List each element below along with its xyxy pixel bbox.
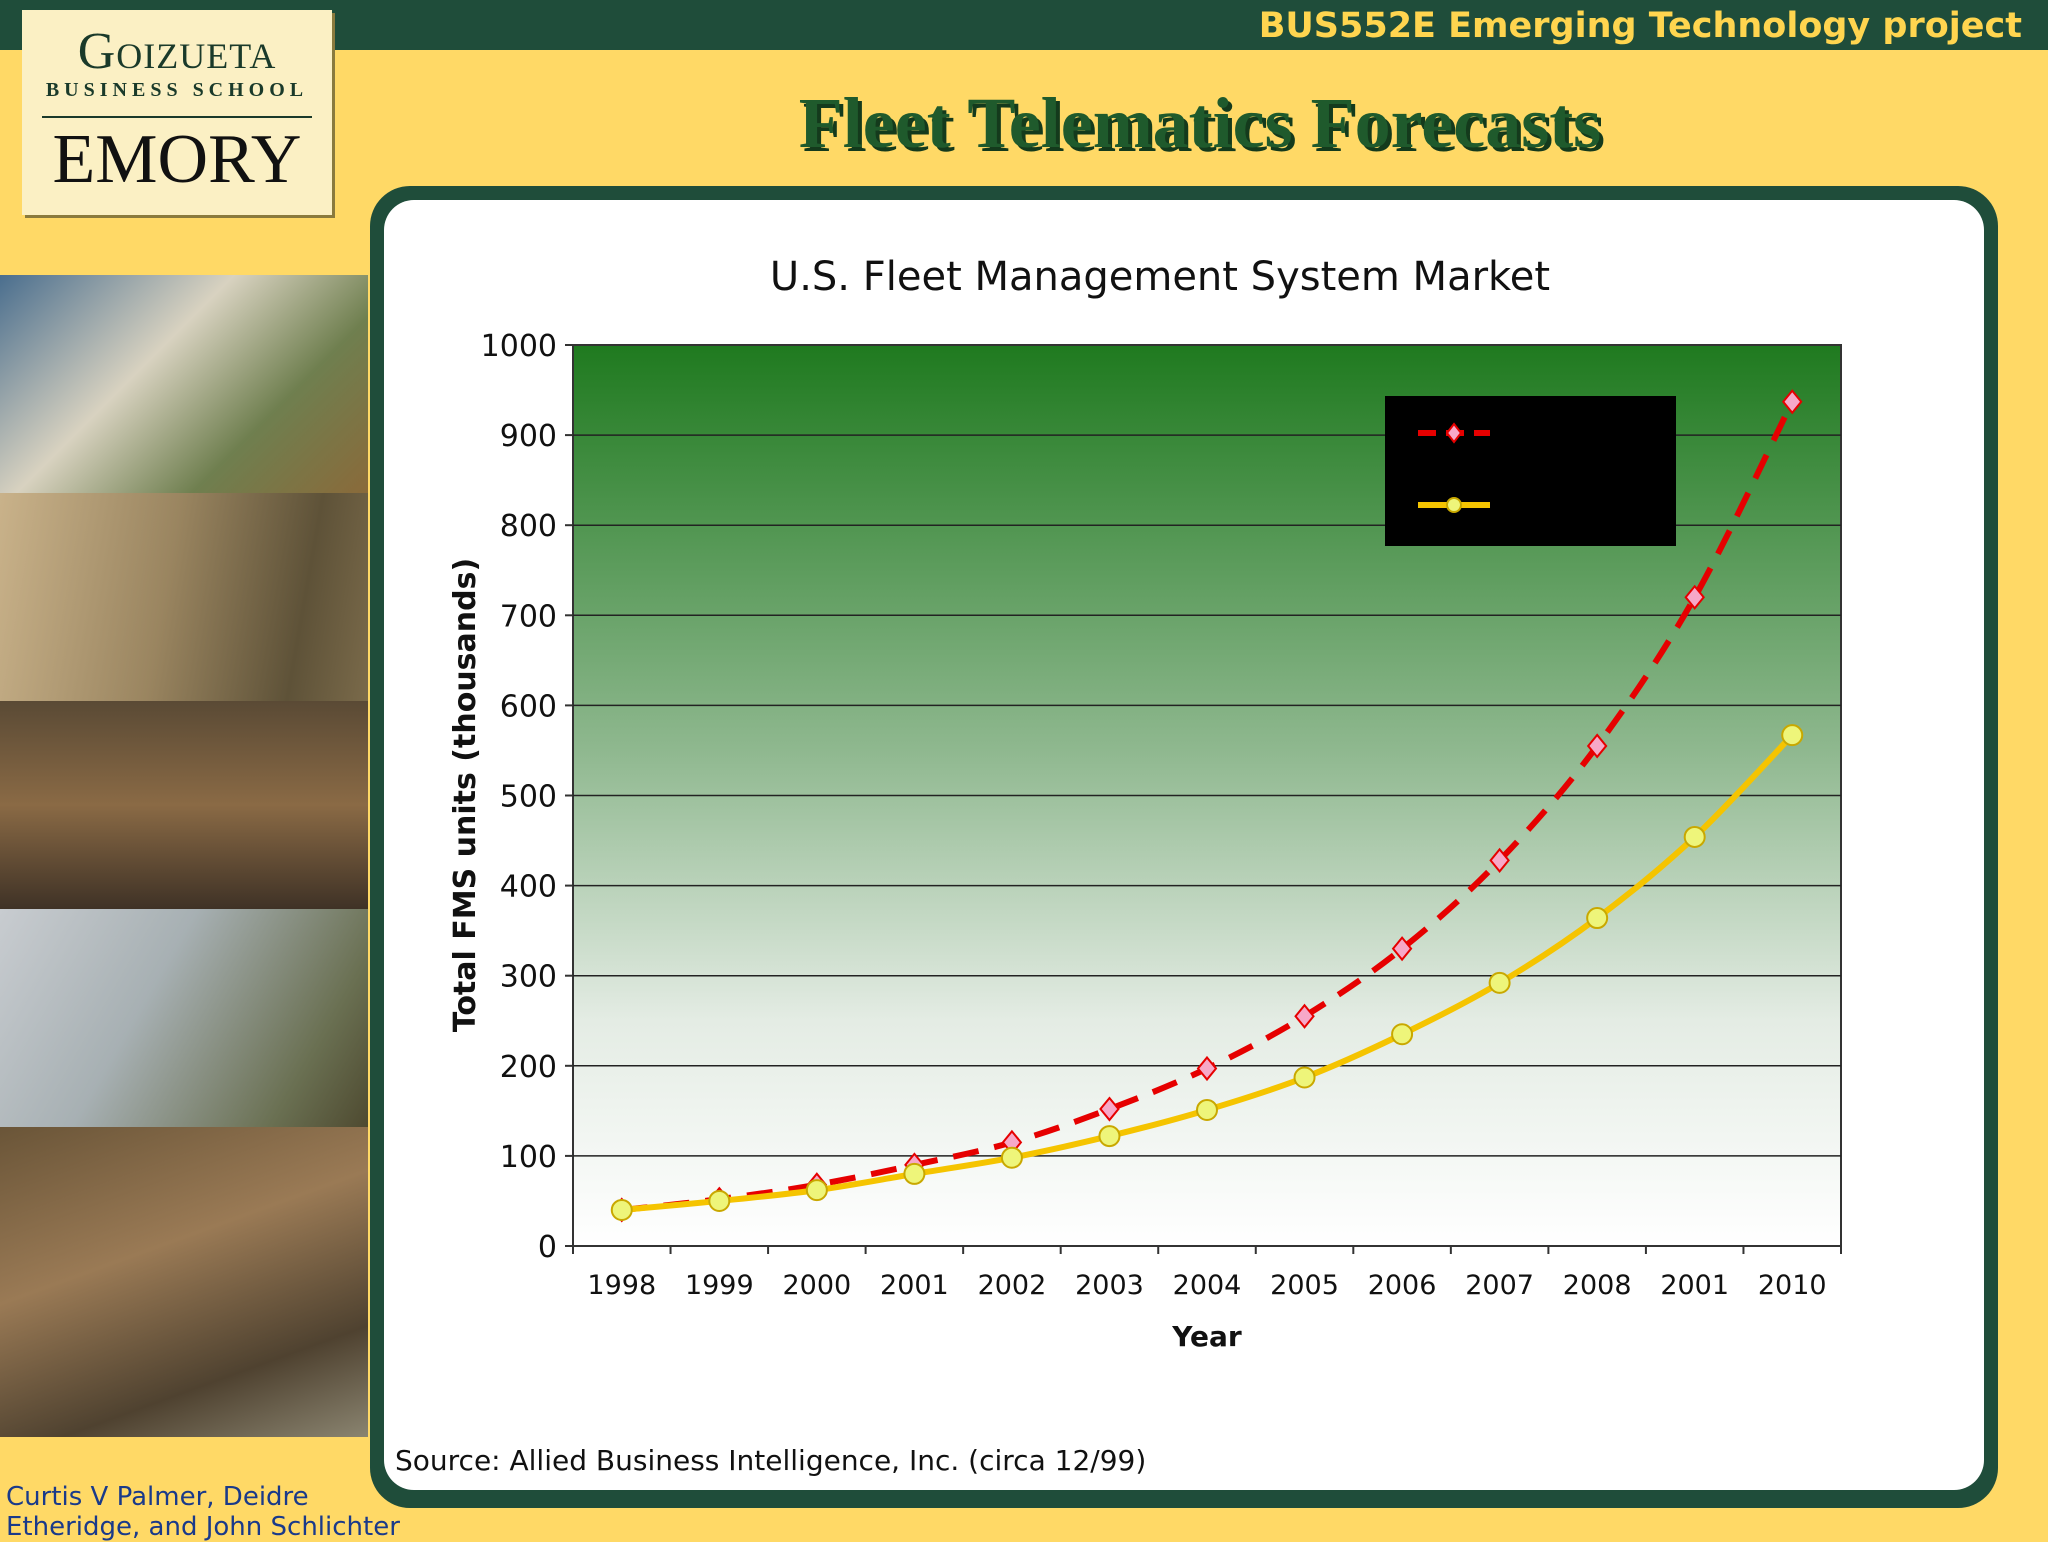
logo-divider xyxy=(42,116,312,118)
series-1-point-12 xyxy=(1781,389,1803,415)
series-2-point-7 xyxy=(1293,1066,1316,1089)
x-tick-label-6: 2004 xyxy=(1173,1270,1242,1301)
y-tick-label-300: 300 xyxy=(500,960,557,995)
photo-students xyxy=(0,1127,368,1437)
y-axis-ticks: 0 100 200 300 400 500 600 700 800 900 1000 xyxy=(481,329,573,1265)
x-tick-label-8: 2006 xyxy=(1368,1270,1437,1301)
series-2-point-1 xyxy=(708,1189,731,1212)
y-axis-label: Total FMS units (thousands) xyxy=(448,558,483,1032)
series-2-point-0 xyxy=(610,1198,633,1221)
series-2-point-9 xyxy=(1488,971,1511,994)
x-tick-label-11: 2001 xyxy=(1660,1270,1729,1301)
series-2-point-6 xyxy=(1196,1098,1218,1121)
x-axis-label: Year xyxy=(1171,1320,1242,1353)
x-tick-label-4: 2002 xyxy=(978,1270,1047,1301)
y-tick-label-500: 500 xyxy=(500,780,557,815)
school-logo: Goizueta BUSINESS SCHOOL EMORY xyxy=(22,10,332,215)
series-2-point-5 xyxy=(1098,1125,1121,1148)
series-1-line xyxy=(621,400,1795,1213)
series-1-point-11 xyxy=(1684,584,1705,610)
photo-classroom xyxy=(0,701,368,909)
logo-goizueta: Goizueta xyxy=(77,23,277,80)
y-tick-label-700: 700 xyxy=(500,599,557,634)
series-2-point-12 xyxy=(1781,724,1804,747)
series-2-point-11 xyxy=(1683,825,1706,848)
source-citation: Source: Allied Business Intelligence, In… xyxy=(395,1444,1147,1477)
series-1-point-10 xyxy=(1586,733,1608,759)
course-label: BUS552E Emerging Technology project xyxy=(1258,6,2022,46)
campus-photo-collage xyxy=(0,275,368,1437)
x-tick-label-2: 2000 xyxy=(782,1270,851,1301)
y-tick-label-600: 600 xyxy=(500,689,557,724)
x-axis-ticks: 1998 1999 2000 2001 2002 2003 2004 2005 2006 2007… xyxy=(572,1246,1842,1301)
photo-building-facade xyxy=(0,909,368,1127)
y-tick-label-400: 400 xyxy=(500,870,557,905)
x-tick-label-3: 2001 xyxy=(880,1270,949,1301)
series-2-point-2 xyxy=(805,1179,828,1202)
photo-campus-building xyxy=(0,275,368,493)
author-credits: Curtis V Palmer, Deidre Etheridge, and J… xyxy=(6,1482,400,1542)
x-tick-label-5: 2003 xyxy=(1075,1270,1144,1301)
x-tick-label-12: 2010 xyxy=(1758,1270,1827,1301)
logo-emory: EMORY xyxy=(52,121,302,198)
series-1-point-9 xyxy=(1489,847,1510,873)
y-tick-label-900: 900 xyxy=(500,419,557,454)
series-2-point-10 xyxy=(1586,907,1609,930)
series-1-point-5 xyxy=(1099,1096,1120,1122)
series-2-point-4 xyxy=(1000,1146,1023,1169)
series-1-point-8 xyxy=(1391,936,1413,962)
y-tick-label-100: 100 xyxy=(500,1140,557,1175)
logo-business-school: BUSINESS SCHOOL xyxy=(45,79,309,101)
x-tick-label-0: 1998 xyxy=(587,1270,656,1301)
series-1-point-7 xyxy=(1294,1003,1315,1029)
series-2-point-3 xyxy=(903,1162,926,1185)
x-tick-label-7: 2005 xyxy=(1270,1270,1339,1301)
series-2-point-8 xyxy=(1391,1023,1414,1046)
page-title: Fleet Telematics Forecasts xyxy=(798,83,1602,163)
x-tick-label-9: 2007 xyxy=(1465,1270,1534,1301)
header-bar xyxy=(0,0,2048,50)
series-group xyxy=(610,389,1804,1223)
y-tick-label-200: 200 xyxy=(500,1050,557,1085)
photo-school-sign xyxy=(0,493,368,701)
x-tick-label-1: 1999 xyxy=(685,1270,754,1301)
legend xyxy=(1385,396,1676,546)
x-tick-label-10: 2008 xyxy=(1563,1270,1632,1301)
legend-box xyxy=(1385,396,1676,546)
y-tick-label-0: 0 xyxy=(538,1230,557,1265)
series-1-point-6 xyxy=(1196,1055,1218,1082)
fms-market-chart: U.S. Fleet Management System Market 0 100… xyxy=(448,254,1842,1353)
legend-marker-series1 xyxy=(1445,422,1463,444)
chart-title: U.S. Fleet Management System Market xyxy=(770,254,1550,300)
legend-marker-series2 xyxy=(1446,497,1462,513)
y-tick-label-800: 800 xyxy=(500,509,557,544)
y-tick-label-1000: 1000 xyxy=(481,329,557,364)
